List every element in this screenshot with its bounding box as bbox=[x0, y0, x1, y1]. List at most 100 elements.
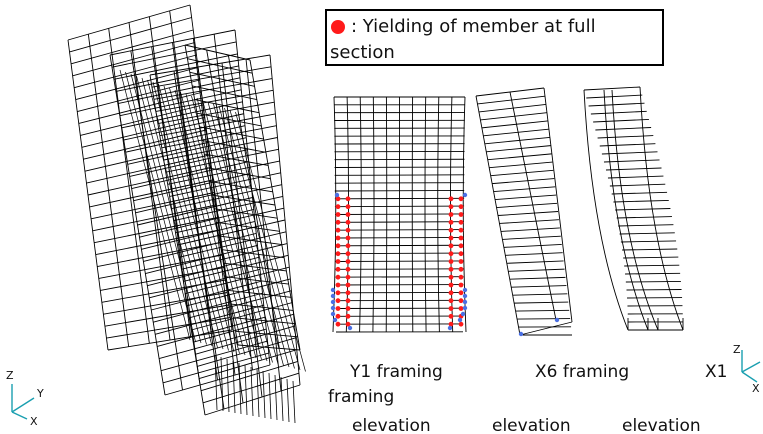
axis-right-x-label: X bbox=[752, 382, 760, 395]
yield-marker bbox=[448, 274, 454, 280]
yield-marker bbox=[448, 266, 454, 272]
yield-marker bbox=[458, 306, 464, 311]
axis-left-y-label: Y bbox=[37, 387, 44, 400]
yield-marker bbox=[345, 251, 351, 257]
hinge-marker bbox=[330, 293, 336, 299]
floor-beam bbox=[484, 136, 550, 145]
floor-line bbox=[184, 44, 251, 61]
floor-beam bbox=[611, 191, 668, 195]
floor-line bbox=[216, 221, 280, 232]
yield-marker bbox=[335, 204, 341, 210]
yield-marker bbox=[335, 227, 341, 233]
column-line bbox=[169, 87, 240, 354]
column-line bbox=[359, 96, 362, 333]
yield-marker bbox=[458, 212, 464, 217]
floor-beam bbox=[595, 127, 652, 131]
floor-beam bbox=[508, 268, 565, 272]
floor-beam bbox=[618, 224, 674, 227]
yield-marker bbox=[448, 259, 454, 264]
column-line bbox=[475, 95, 521, 336]
axis-left-x-label: X bbox=[30, 415, 38, 428]
column-line bbox=[180, 91, 251, 357]
column-line bbox=[229, 109, 301, 371]
yield-marker-icon bbox=[331, 20, 345, 34]
elevation-label-2: elevation bbox=[492, 416, 571, 434]
yield-marker bbox=[345, 243, 351, 249]
column-line bbox=[235, 111, 306, 372]
yield-marker bbox=[345, 212, 351, 217]
column-line bbox=[149, 74, 206, 416]
floor-beam bbox=[588, 102, 645, 107]
column-line bbox=[174, 89, 246, 356]
axis-triad-left bbox=[11, 384, 35, 420]
yield-marker bbox=[448, 196, 454, 202]
legend-box: : Yielding of member at full section bbox=[325, 9, 664, 66]
column-line bbox=[224, 107, 295, 369]
yield-marker bbox=[458, 235, 464, 241]
hinge-marker bbox=[462, 293, 468, 299]
column-line bbox=[147, 79, 218, 348]
column-line bbox=[218, 105, 290, 368]
yield-marker bbox=[335, 212, 341, 217]
floor-beam bbox=[593, 118, 649, 123]
x1-framing-elevation bbox=[583, 86, 684, 331]
elevation-label-1: elevation bbox=[352, 416, 431, 434]
hinge-marker bbox=[334, 192, 340, 198]
column-line bbox=[220, 356, 224, 412]
axis-x-line bbox=[11, 411, 28, 420]
yield-marker bbox=[335, 259, 341, 264]
column-line bbox=[151, 46, 201, 386]
floor-beam bbox=[486, 145, 551, 153]
floor-beam bbox=[515, 309, 570, 312]
column-line bbox=[244, 364, 248, 416]
yield-marker bbox=[345, 321, 351, 327]
column-line bbox=[234, 29, 271, 366]
column-line bbox=[232, 360, 236, 414]
hinge-marker bbox=[460, 311, 466, 317]
axis-right-z-label: Z bbox=[733, 343, 741, 356]
floor-beam bbox=[619, 232, 675, 235]
yield-marker bbox=[458, 219, 464, 225]
yield-marker bbox=[448, 290, 454, 296]
yield-marker bbox=[448, 321, 454, 327]
floor-line bbox=[189, 290, 292, 319]
floor-beam bbox=[626, 289, 682, 291]
yield-marker bbox=[345, 298, 351, 304]
floor-beam bbox=[623, 256, 679, 259]
hinge-marker bbox=[462, 192, 468, 198]
yield-marker bbox=[458, 274, 464, 280]
floor-beam bbox=[597, 135, 654, 139]
column-line bbox=[280, 376, 284, 422]
floor-beam bbox=[583, 86, 641, 91]
yield-marker bbox=[345, 227, 351, 233]
hinge-marker bbox=[457, 317, 463, 323]
yield-marker bbox=[335, 306, 341, 311]
column-line bbox=[411, 96, 414, 333]
hinge-marker bbox=[330, 311, 336, 317]
elevation-label-3: elevation bbox=[622, 416, 701, 434]
floor-beam bbox=[613, 199, 669, 203]
yield-marker bbox=[345, 266, 351, 272]
column-line bbox=[192, 38, 236, 376]
building-3d-wireframe bbox=[67, 4, 306, 424]
floor-beam bbox=[519, 321, 573, 336]
hinge-marker bbox=[462, 287, 468, 293]
floor-beam bbox=[517, 318, 571, 320]
floor-line bbox=[225, 276, 289, 285]
yield-marker bbox=[448, 298, 454, 304]
column-line bbox=[583, 89, 629, 331]
column-line bbox=[136, 75, 207, 345]
yield-marker bbox=[335, 282, 341, 288]
floor-beam bbox=[625, 272, 681, 275]
column-line bbox=[611, 89, 659, 331]
yield-marker bbox=[335, 251, 341, 257]
floor-beam bbox=[493, 186, 556, 193]
floor-beam bbox=[480, 112, 547, 121]
yield-marker bbox=[345, 204, 351, 210]
yield-marker bbox=[448, 204, 454, 210]
floor-line bbox=[179, 231, 287, 258]
floor-line bbox=[185, 266, 290, 295]
column-line bbox=[249, 59, 301, 351]
yield-marker bbox=[458, 259, 464, 264]
